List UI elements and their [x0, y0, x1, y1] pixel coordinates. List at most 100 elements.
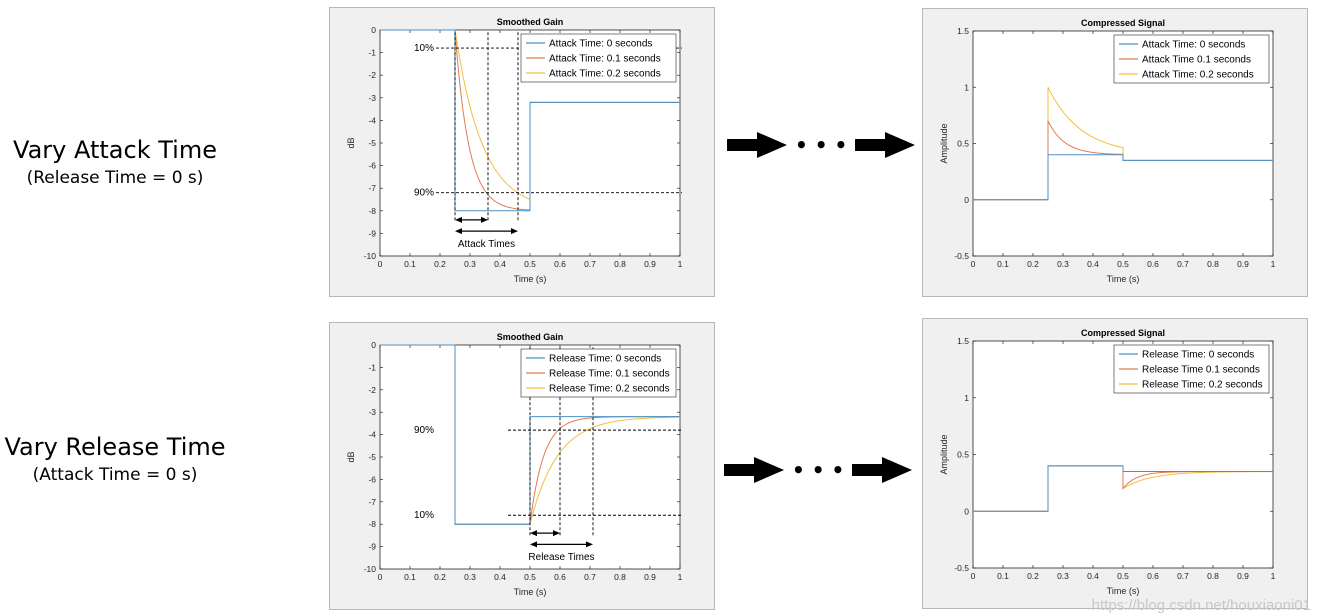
x-axis-label: Time (s): [1107, 586, 1140, 596]
y-tick-label: -1: [368, 48, 376, 58]
percent-label: 90%: [414, 188, 434, 199]
row-label-attack: Vary Attack Time (Release Time = 0 s): [0, 136, 230, 188]
x-tick-label: 1: [1271, 259, 1276, 269]
percent-label: 10%: [414, 510, 434, 521]
x-tick-label: 0.7: [1177, 571, 1189, 581]
x-tick-label: 0: [378, 572, 383, 582]
y-tick-label: -1: [368, 362, 376, 372]
legend-label: Attack Time 0.1 seconds: [1142, 55, 1251, 66]
y-tick-label: -5: [368, 452, 376, 462]
chart-title: Compressed Signal: [1081, 18, 1165, 28]
legend-label: Attack Time: 0 seconds: [1142, 40, 1245, 51]
x-tick-label: 0.6: [1147, 571, 1159, 581]
chart-signal-attack: Compressed Signal Time (s) Amplitude 0 0.1 0.…: [939, 18, 1276, 284]
x-tick-label: 0.4: [494, 572, 506, 582]
x-tick-label: 0.5: [524, 259, 536, 269]
y-tick-label: -10: [364, 251, 377, 261]
y-tick-label: -0.5: [954, 251, 969, 261]
ellipsis-dots: • • •: [792, 458, 844, 482]
y-tick-label: 0: [964, 506, 969, 516]
x-tick-label: 0.6: [554, 572, 566, 582]
y-tick-label: -6: [368, 474, 376, 484]
x-tick-label: 0.2: [1027, 571, 1039, 581]
legend-box: [1113, 34, 1270, 84]
y-tick-label: 1: [964, 393, 969, 403]
x-tick-label: 0.5: [1117, 571, 1129, 581]
x-tick-label: 0.5: [524, 572, 536, 582]
y-tick-label: -10: [364, 564, 377, 574]
row-title: Vary Attack Time: [13, 136, 217, 164]
y-tick-label: -6: [368, 161, 376, 171]
y-tick-label: -7: [368, 497, 376, 507]
legend-box: [520, 348, 677, 398]
x-tick-label: 0.7: [1177, 259, 1189, 269]
y-axis-label: dB: [346, 137, 356, 148]
y-tick-label: 1: [964, 82, 969, 92]
x-tick-label: 0.3: [1057, 259, 1069, 269]
y-tick-label: -8: [368, 519, 376, 529]
legend-label: Attack Time: 0 seconds: [549, 39, 652, 50]
y-tick-label: 0.5: [957, 450, 969, 460]
x-tick-label: 0.6: [1147, 259, 1159, 269]
flow-arrow-row2: • • •: [724, 457, 912, 483]
series-line: [380, 29, 680, 212]
chart-panel-signal-attack: Compressed Signal Time (s) Amplitude 0 0.1 0.…: [922, 8, 1308, 297]
legend-label: Release Time: 0 seconds: [549, 354, 661, 365]
watermark: https://blog.csdn.net/houxiaoni01: [1091, 597, 1311, 614]
legend-label: Release Time 0.1 seconds: [1142, 365, 1260, 376]
left-arrow-icon: [727, 132, 787, 158]
legend-box: [520, 33, 677, 83]
arrowhead-right-icon: [511, 228, 518, 235]
y-tick-label: -2: [368, 70, 376, 80]
y-tick-label: 0: [371, 25, 376, 35]
y-tick-label: -8: [368, 206, 376, 216]
row-subtitle: (Attack Time = 0 s): [32, 465, 198, 485]
chart-gain-attack: Smoothed Gain Time (s) dB 0 0.1 0.2 0.3 0.4 0.5 0…: [346, 17, 683, 284]
y-tick-label: -4: [368, 430, 376, 440]
y-tick-label: -3: [368, 93, 376, 103]
annotation-label: Attack Times: [458, 239, 515, 250]
x-tick-label: 0.4: [1087, 259, 1099, 269]
arrowhead-right-icon: [481, 216, 488, 223]
right-arrow-icon: [852, 457, 912, 483]
x-tick-label: 0: [971, 259, 976, 269]
arrowhead-right-icon: [553, 530, 560, 537]
arrowhead-right-icon: [586, 541, 593, 548]
x-tick-label: 0.3: [1057, 571, 1069, 581]
row-title: Vary Release Time: [4, 433, 226, 461]
x-axis-label: Time (s): [1107, 274, 1140, 284]
chart-title: Smoothed Gain: [497, 17, 564, 27]
arrowhead-left-icon: [455, 216, 462, 223]
x-tick-label: 0.1: [404, 259, 416, 269]
x-tick-label: 0: [378, 259, 383, 269]
x-tick-label: 0.8: [1207, 571, 1219, 581]
y-tick-label: -5: [368, 138, 376, 148]
flow-arrow-row1: • • •: [727, 132, 915, 158]
x-tick-label: 0: [971, 571, 976, 581]
x-tick-label: 0.9: [1237, 259, 1249, 269]
x-tick-label: 0.1: [404, 572, 416, 582]
arrowhead-left-icon: [530, 530, 537, 537]
x-tick-label: 0.2: [1027, 259, 1039, 269]
x-tick-label: 0.5: [1117, 259, 1129, 269]
y-tick-label: -9: [368, 542, 376, 552]
legend-label: Attack Time: 0.2 seconds: [1142, 70, 1254, 81]
x-tick-label: 0.3: [464, 572, 476, 582]
y-tick-label: -0.5: [954, 563, 969, 573]
ellipsis-dots: • • •: [795, 133, 847, 157]
legend-label: Attack Time: 0.1 seconds: [549, 54, 661, 65]
arrowhead-left-icon: [530, 541, 537, 548]
x-tick-label: 0.7: [584, 259, 596, 269]
x-tick-label: 0.8: [614, 572, 626, 582]
x-tick-label: 1: [678, 259, 683, 269]
x-tick-label: 0.9: [1237, 571, 1249, 581]
x-tick-label: 1: [1271, 571, 1276, 581]
legend-label: Release Time: 0 seconds: [1142, 350, 1254, 361]
series-line: [973, 465, 1273, 512]
annotation-label: Release Times: [528, 552, 594, 563]
chart-panel-gain-release: Smoothed Gain Time (s) dB 0 0.1 0.2 0.3 0.4 0.5 0…: [329, 322, 715, 610]
y-tick-label: -9: [368, 228, 376, 238]
y-axis-label: dB: [346, 451, 356, 462]
legend-label: Release Time: 0.1 seconds: [549, 369, 670, 380]
x-axis-label: Time (s): [514, 274, 547, 284]
